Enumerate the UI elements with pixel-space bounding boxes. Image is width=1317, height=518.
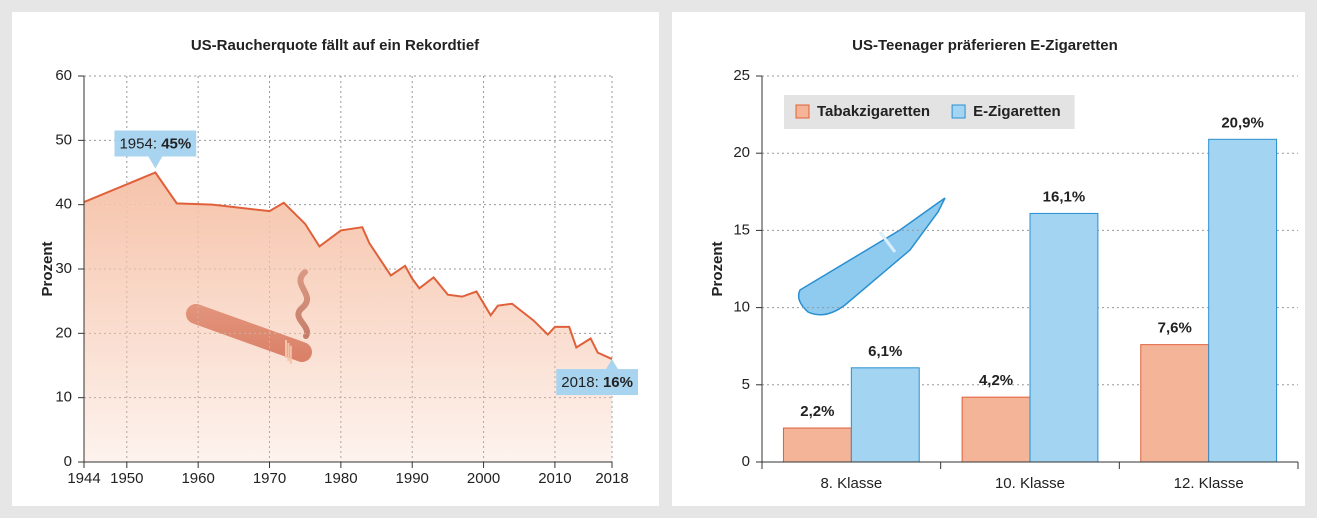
annotation-label: 2018: bbox=[561, 374, 603, 391]
y-axis-label: Prozent bbox=[39, 241, 56, 296]
y-tick-label: 10 bbox=[55, 389, 72, 406]
y-tick-label: 30 bbox=[55, 260, 72, 277]
bar bbox=[783, 428, 851, 462]
bar bbox=[851, 368, 919, 462]
value-label: 2,2% bbox=[800, 403, 834, 420]
y-tick-label: 20 bbox=[55, 324, 72, 341]
chart-title: US-Teenager präferieren E-Zigaretten bbox=[852, 37, 1118, 54]
page: US-Raucherquote fällt auf ein Rekordtief… bbox=[0, 0, 1317, 518]
y-tick-label: 15 bbox=[733, 221, 750, 238]
x-tick-label: 1960 bbox=[181, 470, 214, 487]
value-label: 6,1% bbox=[868, 343, 902, 360]
annotation-value: 16% bbox=[603, 374, 633, 391]
annotation-text: 1954: 45% bbox=[119, 135, 191, 152]
y-tick-label: 20 bbox=[733, 144, 750, 161]
x-tick-label: 1950 bbox=[110, 470, 143, 487]
legend-label: Tabakzigaretten bbox=[817, 103, 930, 120]
y-tick-label: 5 bbox=[742, 376, 750, 393]
y-tick-label: 25 bbox=[733, 67, 750, 84]
legend: Tabakzigaretten E-Zigaretten bbox=[784, 95, 1075, 129]
x-tick-label: 12. Klasse bbox=[1174, 475, 1244, 492]
value-label: 16,1% bbox=[1043, 188, 1086, 205]
x-tick-label: 1980 bbox=[324, 470, 357, 487]
x-tick-label: 10. Klasse bbox=[995, 475, 1065, 492]
y-tick-label: 40 bbox=[55, 196, 72, 213]
legend-swatch bbox=[952, 105, 965, 118]
value-label: 20,9% bbox=[1221, 114, 1264, 131]
y-tick-label: 0 bbox=[742, 453, 750, 470]
y-axis-label: Prozent bbox=[709, 241, 726, 296]
y-tick-label: 0 bbox=[64, 453, 72, 470]
bar bbox=[1209, 139, 1277, 462]
x-tick-label: 1970 bbox=[253, 470, 286, 487]
y-tick-label: 10 bbox=[733, 299, 750, 316]
legend-swatch bbox=[796, 105, 809, 118]
bar bbox=[1141, 345, 1209, 462]
chart: US-Raucherquote fällt auf ein Rekordtief… bbox=[0, 0, 1317, 518]
value-label: 4,2% bbox=[979, 372, 1013, 389]
x-tick-label: 2000 bbox=[467, 470, 500, 487]
legend-label: E-Zigaretten bbox=[973, 103, 1061, 120]
x-tick-label: 2010 bbox=[538, 470, 571, 487]
bar bbox=[962, 397, 1030, 462]
x-tick-label: 1990 bbox=[396, 470, 429, 487]
x-tick-label: 8. Klasse bbox=[820, 475, 882, 492]
x-tick-label: 2018 bbox=[595, 470, 628, 487]
value-label: 7,6% bbox=[1158, 320, 1192, 337]
x-tick-label: 1944 bbox=[67, 470, 100, 487]
annotation-value: 45% bbox=[161, 135, 191, 152]
chart-title: US-Raucherquote fällt auf ein Rekordtief bbox=[191, 37, 480, 54]
y-tick-label: 50 bbox=[55, 131, 72, 148]
bar bbox=[1030, 213, 1098, 462]
annotation-label: 1954: bbox=[119, 135, 161, 152]
y-tick-label: 60 bbox=[55, 67, 72, 84]
annotation-text: 2018: 16% bbox=[561, 374, 633, 391]
